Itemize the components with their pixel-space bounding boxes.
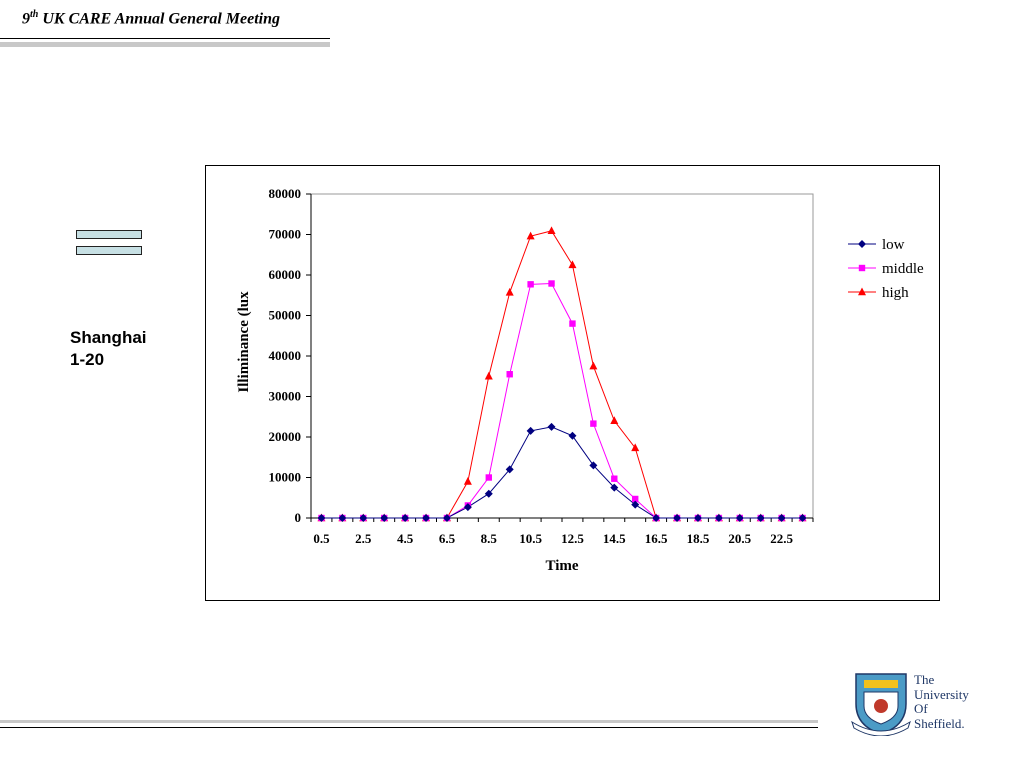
x-tick-label: 2.5 — [355, 531, 372, 546]
point-low — [484, 489, 493, 498]
point-high — [547, 226, 556, 235]
y-tick-label: 70000 — [269, 227, 302, 242]
point-low — [610, 483, 619, 492]
point-low — [756, 514, 765, 522]
y-tick-label: 0 — [295, 510, 302, 525]
point-high — [631, 443, 640, 452]
x-tick-label: 22.5 — [770, 531, 793, 546]
logo-line-sheffield: Sheffield. — [914, 715, 965, 731]
series-line-high — [321, 230, 803, 519]
point-low — [422, 514, 431, 522]
y-tick-label: 60000 — [269, 267, 302, 282]
point-middle — [632, 495, 639, 503]
y-tick-label: 80000 — [269, 186, 302, 201]
point-high — [610, 416, 619, 424]
y-tick-label: 20000 — [269, 429, 302, 444]
point-low — [401, 514, 410, 522]
header-rule — [0, 38, 330, 39]
point-low — [652, 514, 661, 522]
y-tick-label: 10000 — [269, 470, 302, 485]
point-low — [673, 514, 682, 522]
header-rule-shadow — [0, 42, 330, 47]
series-line-low — [321, 426, 803, 519]
point-middle — [569, 320, 576, 327]
point-high — [526, 231, 535, 240]
point-middle — [485, 474, 492, 481]
point-high — [484, 371, 493, 380]
point-low — [526, 426, 535, 435]
point-low — [693, 514, 702, 522]
point-low — [338, 514, 347, 522]
illuminance-line-chart: 0 10000 20000 30000 40000 50000 60000 70000 8000… — [236, 186, 924, 574]
x-tick-label: 16.5 — [645, 531, 668, 546]
x-tick-label: 8.5 — [481, 531, 498, 546]
university-logo: The University Of Sheffield. — [850, 670, 990, 736]
point-low — [359, 514, 368, 522]
logo-line-of: Of — [914, 701, 928, 716]
point-low — [442, 514, 451, 522]
slide-title: 9th UK CARE Annual General Meeting — [22, 9, 280, 28]
footer-rule-shadow — [0, 720, 818, 723]
point-middle — [506, 371, 513, 378]
point-low — [568, 431, 577, 440]
y-tick-label: 40000 — [269, 348, 302, 363]
legend-label-middle: middle — [882, 261, 924, 277]
point-low — [317, 514, 326, 522]
y-axis-title: Illiminance (lux — [236, 291, 252, 393]
series-line-middle — [321, 282, 803, 519]
point-middle — [548, 280, 555, 287]
location-city: Shanghai — [70, 328, 147, 347]
point-high — [505, 287, 514, 296]
x-tick-label: 10.5 — [519, 531, 542, 546]
point-low — [735, 514, 744, 522]
title-superscript: th — [30, 9, 39, 20]
legend-label-high: high — [882, 285, 909, 301]
logo-line-university: University — [914, 686, 969, 702]
legend-label-low: low — [882, 237, 905, 253]
university-name: The University Of Sheffield. — [914, 672, 969, 731]
point-low — [463, 503, 472, 512]
x-tick-label: 18.5 — [687, 531, 710, 546]
equals-icon-top-bar — [76, 230, 142, 239]
location-label: Shanghai 1-20 — [70, 327, 147, 371]
chart-frame: 0 10000 20000 30000 40000 50000 60000 70000 8000… — [205, 165, 940, 601]
legend-marker-low — [858, 240, 866, 248]
y-tick-label: 50000 — [269, 308, 302, 323]
point-low — [589, 461, 598, 470]
footer-rule — [0, 727, 818, 728]
point-low — [798, 514, 807, 522]
x-tick-label: 12.5 — [561, 531, 584, 546]
x-axis-title: Time — [545, 558, 578, 574]
title-number: 9 — [22, 10, 30, 28]
x-tick-label: 0.5 — [313, 531, 330, 546]
shield-crest-icon — [851, 673, 911, 736]
location-date: 1-20 — [70, 350, 105, 369]
x-tick-label: 14.5 — [603, 531, 626, 546]
point-high — [589, 361, 598, 370]
point-low — [505, 465, 514, 474]
legend-marker-high — [858, 287, 866, 296]
x-tick-label: 20.5 — [728, 531, 751, 546]
title-text: UK CARE Annual General Meeting — [38, 10, 281, 28]
plot-area — [310, 193, 814, 519]
point-low — [380, 514, 389, 522]
point-low — [547, 422, 556, 431]
point-middle — [527, 281, 534, 288]
x-tick-label: 4.5 — [397, 531, 414, 546]
equals-icon-bottom-bar — [76, 246, 142, 255]
point-high — [463, 477, 472, 485]
point-high — [568, 260, 577, 269]
x-tick-label: 6.5 — [439, 531, 456, 546]
point-low — [714, 514, 723, 522]
point-low — [631, 500, 640, 509]
y-tick-label: 30000 — [269, 389, 302, 404]
legend-marker-middle — [858, 264, 866, 272]
point-low — [777, 514, 786, 522]
point-middle — [611, 475, 618, 482]
point-middle — [590, 420, 597, 427]
logo-line-the: The — [914, 672, 935, 687]
